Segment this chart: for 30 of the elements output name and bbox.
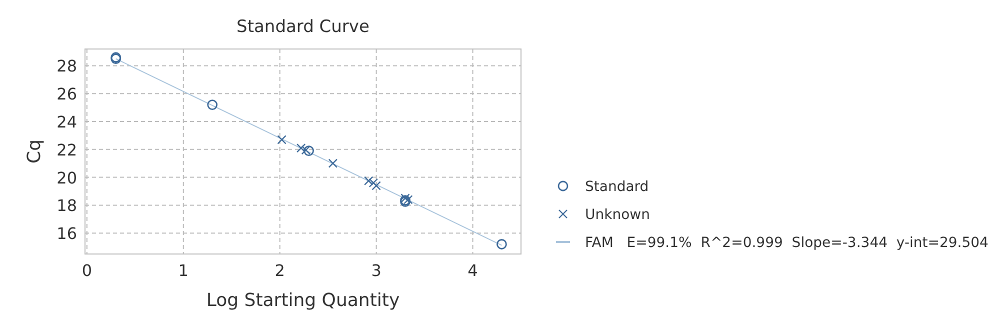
point [496, 239, 507, 250]
y-tick-label: 20 [56, 168, 77, 188]
point [364, 176, 374, 186]
legend-label: Standard [585, 179, 649, 195]
legend-label: Unknown [585, 207, 650, 223]
y-tick-label: 22 [56, 140, 77, 160]
y-axis-title: Cq [24, 140, 45, 164]
y-tick-label: 26 [56, 84, 77, 104]
point [404, 195, 413, 204]
y-tick-label: 24 [56, 112, 77, 132]
point [372, 181, 381, 190]
point [296, 143, 306, 153]
point [207, 100, 218, 110]
x-tick-label: 3 [371, 261, 382, 280]
x-tick-label: 1 [178, 261, 188, 280]
point [368, 178, 378, 188]
chart-title: Standard Curve [236, 17, 370, 37]
point [304, 146, 314, 156]
legend-label: FAM E=99.1% R^2=0.999 Slope=-3.344 y-int=29.504 [585, 235, 989, 251]
point [301, 146, 310, 155]
x-tick-label: 2 [274, 261, 285, 280]
y-tick-label: 18 [56, 196, 77, 216]
y-tick-label: 28 [56, 56, 77, 76]
x-tick-label: 0 [82, 261, 92, 280]
point [328, 158, 338, 168]
point [277, 135, 286, 144]
point [400, 194, 410, 203]
y-tick-label: 16 [56, 224, 77, 244]
x-tick-label: 4 [468, 261, 478, 280]
x-axis-title: Log Starting Quantity [206, 290, 400, 311]
